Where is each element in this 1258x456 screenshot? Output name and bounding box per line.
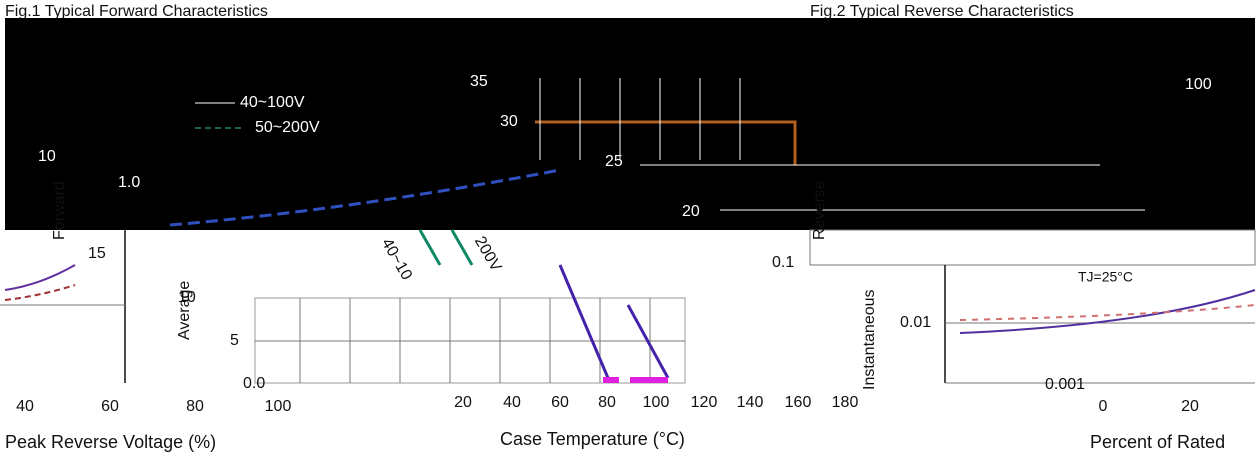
y-tick-label: 10 — [178, 289, 196, 306]
x-tick-label: 100 — [265, 398, 292, 415]
curve-label: 200V — [471, 234, 505, 275]
x-tick-label: 20 — [1181, 398, 1199, 415]
label: 100 — [1185, 76, 1212, 93]
legend-text: 50~200V — [255, 119, 320, 136]
left-panel: Forward 15 40 60 80 100 Peak Reverse Vol… — [0, 181, 292, 452]
y-tick-label: 0.01 — [900, 314, 931, 331]
x-tick-label: 160 — [785, 394, 812, 411]
legend-text: 40~100V — [240, 94, 305, 111]
x-tick-label: 40 — [503, 394, 521, 411]
y-tick-label: 15 — [88, 245, 106, 262]
curve-label: 40~10 — [378, 236, 415, 284]
y-label: Reverse — [811, 180, 828, 240]
x-tick-label: 120 — [691, 394, 718, 411]
y-tick-label: 5 — [230, 332, 239, 349]
label: 25 — [605, 153, 623, 170]
x-tick-label: 40 — [16, 398, 34, 415]
glitch-band — [5, 18, 1255, 230]
x-label: Case Temperature (°C) — [500, 429, 685, 449]
x-tick-label: 20 — [454, 394, 472, 411]
x-tick-label: 80 — [186, 398, 204, 415]
y-tick-label: 0.1 — [772, 254, 794, 271]
label: 35 — [470, 73, 488, 90]
y-tick-label: 0.0 — [243, 375, 265, 392]
x-tick-label: 100 — [643, 394, 670, 411]
x-tick-label: 60 — [101, 398, 119, 415]
right-title: Fig.2 Typical Reverse Characteristics — [810, 3, 1074, 20]
annotation: TJ=25°C — [1078, 269, 1133, 285]
x-tick-label: 180 — [832, 394, 859, 411]
label: 1.0 — [118, 174, 140, 191]
x-tick-label: 60 — [551, 394, 569, 411]
left-title: Fig.1 Typical Forward Characteristics — [5, 3, 268, 20]
overlay: 40~100V 50~200V 35 30 25 20 1.0 10 100 — [38, 73, 1212, 227]
label: 20 — [682, 203, 700, 220]
x-tick-label: 80 — [598, 394, 616, 411]
label: 30 — [500, 113, 518, 130]
middle-panel: Average 10 5 0.0 40~10 200V 20 40 60 80 … — [176, 229, 859, 449]
curve — [169, 168, 561, 227]
x-tick-label: 140 — [737, 394, 764, 411]
x-tick-label: 0 — [1099, 398, 1108, 415]
label: 10 — [38, 148, 56, 165]
x-label: Percent of Rated — [1090, 432, 1225, 452]
right-panel: Reverse Instantaneous 0.1 0.01 0.001 TJ=… — [772, 180, 1256, 452]
curve — [535, 120, 797, 165]
y-label: Average — [176, 281, 193, 340]
x-label: Peak Reverse Voltage (%) — [5, 432, 216, 452]
y-label: Forward — [51, 181, 68, 240]
y-label: Instantaneous — [861, 289, 878, 390]
y-tick-label: 0.001 — [1045, 376, 1085, 393]
